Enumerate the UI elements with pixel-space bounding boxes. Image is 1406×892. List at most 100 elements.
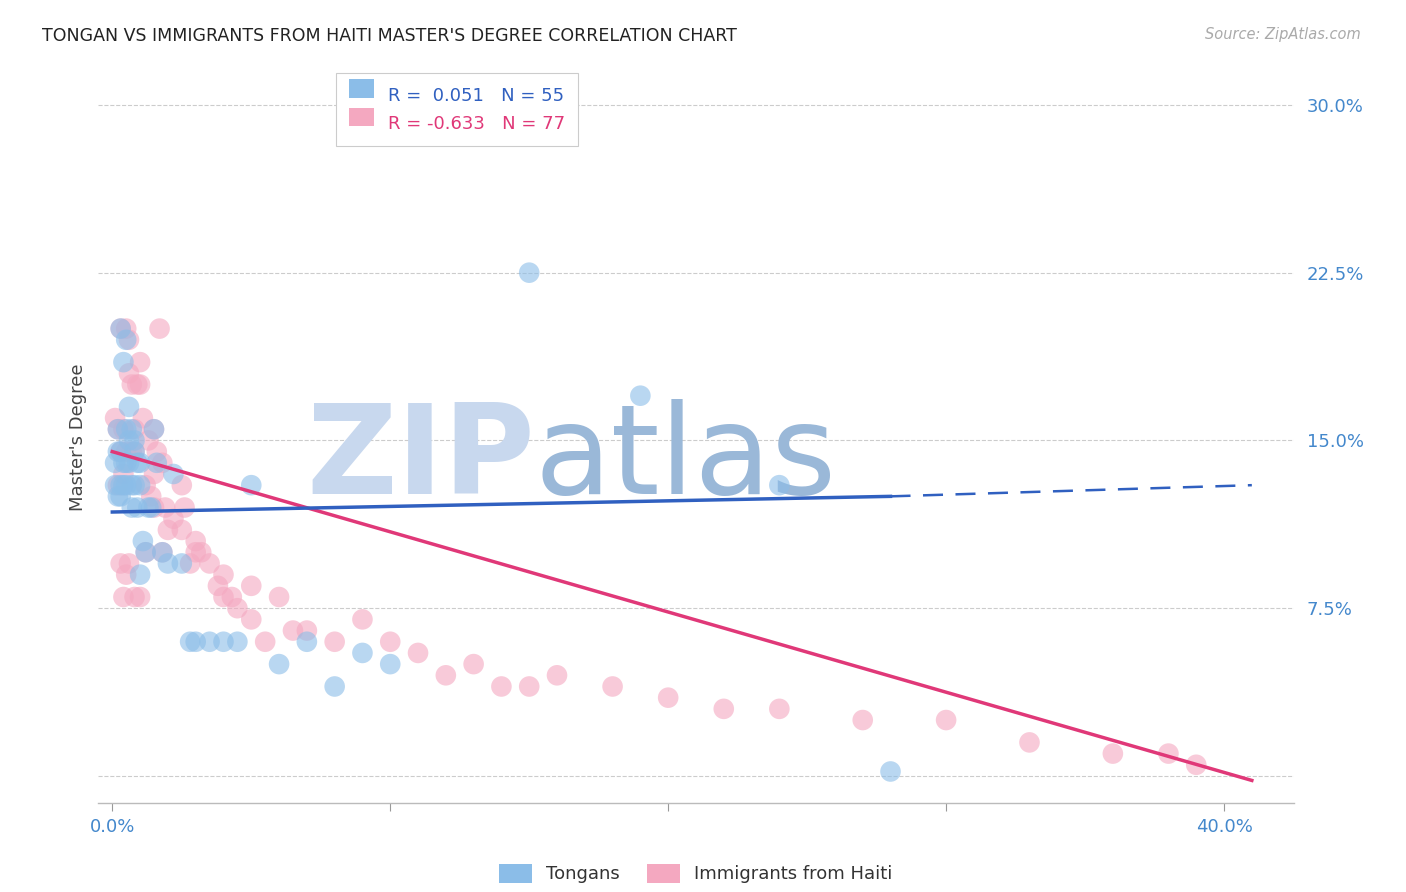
Point (517, 680, 540, 694)
Point (190, 545, 212, 559)
Point (129, 355, 152, 369)
Point (121, 377, 143, 392)
Text: ZIP: ZIP (307, 399, 534, 519)
Point (184, 634, 207, 648)
Point (173, 500, 195, 515)
Point (628, 389, 651, 403)
Point (221, 590, 243, 604)
Point (118, 456, 141, 470)
Point (112, 456, 135, 470)
Point (170, 557, 193, 571)
Point (124, 444, 146, 458)
Point (267, 590, 290, 604)
Point (491, 680, 513, 694)
Point (434, 668, 457, 682)
Point (107, 444, 129, 458)
Point (281, 624, 304, 638)
Point (118, 557, 141, 571)
Point (104, 456, 127, 470)
Point (179, 557, 201, 571)
Point (115, 567, 138, 582)
Point (254, 634, 277, 648)
Point (115, 321, 138, 335)
Point (132, 411, 155, 425)
Point (107, 422, 129, 436)
Point (115, 444, 138, 458)
Point (138, 434, 160, 448)
Point (121, 478, 143, 492)
Point (124, 478, 146, 492)
Point (110, 444, 132, 458)
Point (124, 444, 146, 458)
Point (129, 456, 152, 470)
Point (323, 680, 346, 694)
Point (143, 422, 166, 436)
Point (104, 411, 127, 425)
Point (352, 612, 374, 626)
Point (143, 422, 166, 436)
Point (107, 489, 129, 503)
Point (107, 422, 129, 436)
Point (380, 657, 402, 672)
Point (121, 444, 143, 458)
Point (129, 377, 152, 392)
Point (148, 321, 170, 335)
Point (212, 590, 235, 604)
Point (212, 567, 235, 582)
Point (124, 422, 146, 436)
Point (879, 764, 901, 779)
Point (112, 355, 135, 369)
Point (127, 377, 149, 392)
Point (143, 500, 166, 515)
Point (170, 523, 193, 537)
Point (129, 478, 152, 492)
Point (146, 456, 169, 470)
Point (198, 634, 221, 648)
Point (110, 321, 132, 335)
Point (150, 545, 173, 559)
Point (107, 478, 129, 492)
Point (212, 634, 235, 648)
Point (112, 478, 135, 492)
Point (184, 534, 207, 549)
Point (135, 545, 157, 559)
Point (852, 713, 875, 727)
Point (240, 478, 263, 492)
Legend: Tongans, Immigrants from Haiti: Tongans, Immigrants from Haiti (492, 857, 900, 890)
Y-axis label: Master's Degree: Master's Degree (69, 363, 87, 511)
Point (132, 534, 155, 549)
Point (240, 612, 263, 626)
Point (115, 478, 138, 492)
Point (118, 434, 141, 448)
Point (1157, 747, 1180, 761)
Text: Source: ZipAtlas.com: Source: ZipAtlas.com (1205, 27, 1361, 42)
Point (112, 590, 135, 604)
Point (124, 590, 146, 604)
Point (141, 489, 163, 503)
Point (115, 333, 138, 347)
Point (110, 478, 132, 492)
Point (240, 579, 263, 593)
Point (657, 690, 679, 705)
Point (115, 456, 138, 470)
Text: TONGAN VS IMMIGRANTS FROM HAITI MASTER'S DEGREE CORRELATION CHART: TONGAN VS IMMIGRANTS FROM HAITI MASTER'S… (42, 27, 737, 45)
Point (135, 545, 157, 559)
Point (112, 422, 135, 436)
Point (1185, 757, 1208, 772)
Point (226, 634, 249, 648)
Point (1102, 747, 1125, 761)
Point (127, 456, 149, 470)
Point (935, 713, 957, 727)
Point (463, 657, 485, 672)
Point (198, 557, 221, 571)
Point (179, 634, 201, 648)
Point (138, 500, 160, 515)
Point (110, 321, 132, 335)
Point (1018, 735, 1040, 749)
Point (110, 489, 132, 503)
Point (146, 444, 169, 458)
Point (121, 422, 143, 436)
Point (406, 646, 429, 660)
Point (143, 467, 166, 481)
Point (546, 668, 568, 682)
